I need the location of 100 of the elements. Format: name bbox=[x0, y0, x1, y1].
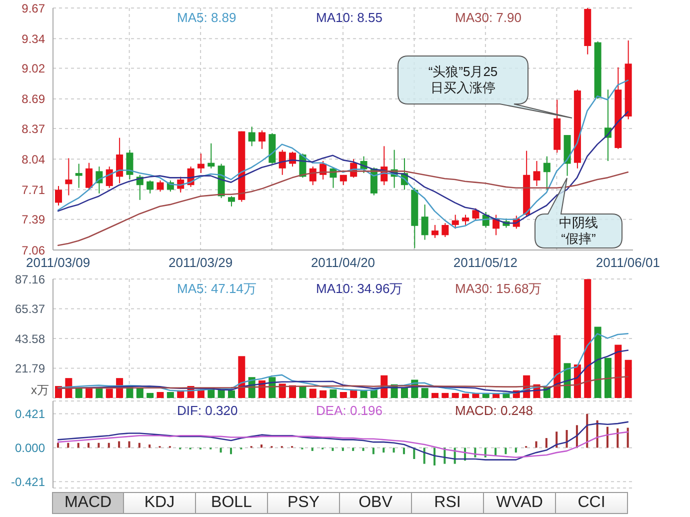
x-tick-label: 2011/03/09 bbox=[26, 255, 90, 270]
annotation: “头狼”5月25 日买入涨停 bbox=[428, 64, 498, 96]
bar bbox=[604, 358, 612, 398]
candlestick bbox=[452, 214, 459, 230]
bar bbox=[197, 390, 204, 398]
bar bbox=[614, 344, 622, 398]
text: MA5: 8.89 bbox=[177, 10, 236, 26]
bar bbox=[108, 442, 110, 448]
text: MA10: 34.96万 bbox=[316, 281, 403, 297]
series-label: DIF: 0.320 bbox=[177, 403, 238, 419]
y-tick-label: -0.421 bbox=[10, 474, 46, 489]
y-tick-label: 0.421 bbox=[14, 407, 46, 422]
y-tick-label: 43.58 bbox=[14, 332, 46, 346]
y-tick-label: 9.34 bbox=[22, 32, 46, 46]
candlestick bbox=[258, 130, 266, 150]
bar bbox=[624, 360, 632, 398]
text: MA10: 8.55 bbox=[316, 10, 382, 26]
bar bbox=[77, 442, 80, 448]
candlestick bbox=[75, 163, 82, 188]
bar bbox=[382, 448, 385, 453]
bar bbox=[98, 442, 100, 448]
annotation: 中阴线 “假摔” bbox=[559, 215, 598, 247]
bar bbox=[309, 388, 316, 398]
candlestick bbox=[442, 222, 449, 238]
bar bbox=[626, 428, 629, 448]
candlestick bbox=[65, 158, 72, 196]
bar bbox=[554, 335, 561, 398]
bar bbox=[218, 390, 225, 398]
bar bbox=[228, 390, 235, 398]
series-label: DEA: 0.196 bbox=[316, 403, 382, 419]
bar bbox=[320, 390, 327, 398]
candlestick bbox=[228, 196, 235, 207]
x-tick-label: 2011/03/29 bbox=[168, 255, 233, 270]
line-series bbox=[57, 376, 629, 389]
bar bbox=[352, 448, 354, 451]
bar bbox=[362, 448, 364, 451]
candlestick bbox=[421, 204, 428, 240]
bar bbox=[118, 441, 120, 448]
bar bbox=[586, 414, 588, 448]
bar bbox=[421, 388, 428, 398]
bar bbox=[148, 444, 151, 448]
candlestick bbox=[309, 166, 316, 186]
text: MA5: 47.14万 bbox=[177, 281, 256, 297]
tab-button: RSI bbox=[412, 492, 484, 514]
bar bbox=[372, 448, 374, 454]
bar bbox=[332, 448, 334, 451]
bar bbox=[146, 392, 154, 398]
text: MA30: 15.68万 bbox=[455, 281, 542, 297]
y-tick-label: 87.16 bbox=[14, 272, 46, 286]
bar bbox=[260, 444, 263, 448]
tab-button: PSY bbox=[268, 492, 340, 514]
candlestick bbox=[208, 142, 215, 169]
bar bbox=[238, 356, 246, 398]
tab-button: CCI bbox=[556, 492, 628, 514]
bar bbox=[616, 428, 619, 448]
line-series bbox=[57, 350, 629, 394]
bar bbox=[57, 442, 59, 448]
bar bbox=[606, 426, 608, 448]
text: MA30: 7.90 bbox=[455, 10, 522, 26]
candlestick bbox=[126, 149, 134, 180]
bar bbox=[514, 448, 517, 453]
bar bbox=[423, 448, 426, 464]
bar bbox=[342, 448, 344, 451]
tab-button: WVAD bbox=[484, 492, 556, 514]
series-label: MACD: 0.248 bbox=[455, 403, 534, 419]
bar bbox=[230, 448, 232, 454]
candlestick bbox=[431, 224, 438, 238]
bar bbox=[584, 279, 592, 398]
line-series bbox=[57, 421, 629, 460]
y-tick-label: 9.67 bbox=[22, 1, 46, 16]
candlestick bbox=[146, 180, 154, 194]
bar bbox=[402, 448, 405, 454]
line-series bbox=[57, 332, 629, 394]
candlestick bbox=[86, 162, 93, 190]
tab-button: KDJ bbox=[124, 492, 196, 514]
y-tick-label: 65.37 bbox=[14, 302, 46, 316]
bar bbox=[360, 390, 368, 398]
y-tick-label: 0.000 bbox=[14, 440, 46, 455]
y-tick-label: 7.39 bbox=[22, 212, 46, 227]
x-tick-label: 2011/06/01 bbox=[596, 255, 660, 270]
candlestick bbox=[197, 153, 204, 174]
bar bbox=[472, 394, 480, 398]
y-tick-label: 21.79 bbox=[14, 362, 46, 376]
bar bbox=[75, 388, 82, 398]
bar bbox=[340, 392, 347, 398]
tab-button: OBV bbox=[340, 492, 412, 514]
bar bbox=[330, 389, 337, 398]
line-series bbox=[57, 80, 629, 228]
x-tick-label: 2011/04/20 bbox=[310, 255, 376, 270]
bar bbox=[106, 388, 113, 398]
y-tick-label: 8.37 bbox=[22, 122, 46, 136]
y-tick-label: 9.02 bbox=[22, 62, 46, 76]
bar bbox=[278, 384, 286, 398]
bar bbox=[535, 441, 538, 448]
y-tick-label: 7.71 bbox=[22, 182, 46, 197]
bar bbox=[452, 392, 459, 398]
bar bbox=[138, 442, 140, 448]
bar bbox=[504, 448, 507, 454]
bar bbox=[67, 442, 70, 448]
x-tick-label: 2011/05/12 bbox=[453, 255, 518, 270]
